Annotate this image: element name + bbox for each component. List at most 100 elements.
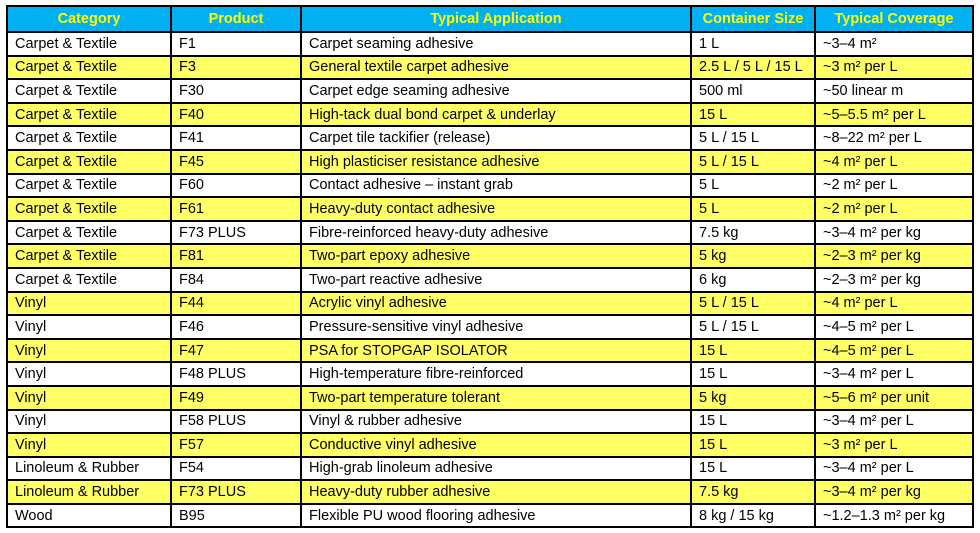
table-row: Wood B95 Flexible PU wood flooring adhesiv…: [6, 502, 974, 529]
table-body: Carpet & Textile F1 Carpet seaming adhesiv…: [6, 31, 974, 529]
table-cell: Vinyl: [6, 384, 172, 411]
table-cell: F48 PLUS: [170, 361, 302, 387]
table-cell: ~5–5.5 m² per L: [814, 101, 974, 128]
table-cell: PSA for STOPGAP ISOLATOR: [300, 337, 692, 364]
table-cell: F81: [170, 243, 302, 269]
table-row: Linoleum & Rubber F54 High-grab linoleum a…: [6, 455, 974, 482]
table-cell: F46: [170, 314, 302, 340]
table-cell: ~1.2–1.3 m² per kg: [814, 502, 974, 529]
table-cell: ~50 linear m: [814, 78, 974, 104]
table-cell: Two-part epoxy adhesive: [300, 243, 692, 269]
table-cell: 2.5 L / 5 L / 15 L: [690, 54, 816, 81]
table-cell: Two-part temperature tolerant: [300, 384, 692, 411]
table-cell: Vinyl: [6, 337, 172, 364]
table-cell: ~4–5 m² per L: [814, 314, 974, 340]
table-cell: ~3–4 m² per L: [814, 361, 974, 387]
table-cell: High-grab linoleum adhesive: [300, 455, 692, 482]
table-cell: ~3–4 m² per kg: [814, 219, 974, 246]
column-header-container-size: Container Size: [690, 5, 816, 33]
table-cell: Carpet & Textile: [6, 54, 172, 81]
table-cell: Carpet tile tackifier (release): [300, 125, 692, 151]
table-row: Vinyl F49 Two-part temperature tolerant 5 k…: [6, 384, 974, 411]
table-cell: F61: [170, 196, 302, 222]
table-cell: 5 kg: [690, 384, 816, 411]
table-cell: B95: [170, 502, 302, 529]
table-cell: 15 L: [690, 455, 816, 482]
table-cell: Carpet & Textile: [6, 78, 172, 104]
table-cell: Vinyl: [6, 408, 172, 435]
column-header-product: Product: [170, 5, 302, 33]
table-cell: ~8–22 m² per L: [814, 125, 974, 151]
column-header-category: Category: [6, 5, 172, 33]
table-row: Vinyl F44 Acrylic vinyl adhesive 5 L / 15 L…: [6, 290, 974, 317]
table-cell: Carpet & Textile: [6, 31, 172, 57]
table-row: Carpet & Textile F60 Contact adhesive – in…: [6, 172, 974, 199]
table-cell: Carpet & Textile: [6, 172, 172, 199]
table-cell: 5 L: [690, 196, 816, 222]
table-cell: Carpet & Textile: [6, 101, 172, 128]
table-row: Vinyl F58 PLUS Vinyl & rubber adhesive 15 L…: [6, 408, 974, 435]
table-cell: ~2 m² per L: [814, 196, 974, 222]
table-cell: 1 L: [690, 31, 816, 57]
table-cell: 5 L: [690, 172, 816, 199]
table-header: Category Product Typical Application Con…: [6, 5, 974, 33]
table-cell: Carpet & Textile: [6, 148, 172, 175]
table-cell: 7.5 kg: [690, 219, 816, 246]
table-cell: 5 kg: [690, 243, 816, 269]
table-cell: 8 kg / 15 kg: [690, 502, 816, 529]
column-header-typical-coverage: Typical Coverage: [814, 5, 974, 33]
table-cell: Carpet & Textile: [6, 219, 172, 246]
table-cell: ~4 m² per L: [814, 290, 974, 317]
table-row: Carpet & Textile F84 Two-part reactive adh…: [6, 266, 974, 293]
table-cell: Vinyl: [6, 361, 172, 387]
table-cell: Acrylic vinyl adhesive: [300, 290, 692, 317]
table-cell: Carpet & Textile: [6, 125, 172, 151]
table-row: Linoleum & Rubber F73 PLUS Heavy-duty rubb…: [6, 479, 974, 505]
table-cell: ~5–6 m² per unit: [814, 384, 974, 411]
table-cell: Vinyl: [6, 290, 172, 317]
table-cell: Linoleum & Rubber: [6, 455, 172, 482]
table-cell: Contact adhesive – instant grab: [300, 172, 692, 199]
table-cell: ~3 m² per L: [814, 54, 974, 81]
table-cell: F30: [170, 78, 302, 104]
table-cell: Wood: [6, 502, 172, 529]
table-row: Carpet & Textile F1 Carpet seaming adhesiv…: [6, 31, 974, 57]
table-cell: Vinyl: [6, 432, 172, 458]
table-cell: Heavy-duty contact adhesive: [300, 196, 692, 222]
table-cell: ~3 m² per L: [814, 432, 974, 458]
table-row: Carpet & Textile F61 Heavy-duty contact ad…: [6, 196, 974, 222]
table-row: Vinyl F57 Conductive vinyl adhesive 15 L ~3 …: [6, 432, 974, 458]
table-cell: 5 L / 15 L: [690, 148, 816, 175]
table-cell: F58 PLUS: [170, 408, 302, 435]
table-cell: Flexible PU wood flooring adhesive: [300, 502, 692, 529]
table-cell: ~3–4 m² per L: [814, 408, 974, 435]
table-cell: 5 L / 15 L: [690, 290, 816, 317]
table-cell: F57: [170, 432, 302, 458]
column-header-typical-application: Typical Application: [300, 5, 692, 33]
table-row: Carpet & Textile F30 Carpet edge seaming a…: [6, 78, 974, 104]
table-cell: High plasticiser resistance adhesive: [300, 148, 692, 175]
adhesive-products-table: Category Product Typical Application Con…: [6, 5, 974, 529]
table-cell: Heavy-duty rubber adhesive: [300, 479, 692, 505]
table-cell: ~3–4 m² per kg: [814, 479, 974, 505]
table-row: Carpet & Textile F41 Carpet tile tackifier…: [6, 125, 974, 151]
table-cell: Carpet & Textile: [6, 243, 172, 269]
table-cell: F44: [170, 290, 302, 317]
table-cell: F73 PLUS: [170, 479, 302, 505]
table-row: Vinyl F46 Pressure-sensitive vinyl adhesiv…: [6, 314, 974, 340]
table-cell: High-temperature fibre-reinforced: [300, 361, 692, 387]
table-cell: 15 L: [690, 337, 816, 364]
table-cell: F40: [170, 101, 302, 128]
table-row: Vinyl F48 PLUS High-temperature fibre-rein…: [6, 361, 974, 387]
table-row: Vinyl F47 PSA for STOPGAP ISOLATOR 15 L ~4–5…: [6, 337, 974, 364]
table-cell: 5 L / 15 L: [690, 314, 816, 340]
table-cell: F49: [170, 384, 302, 411]
table-cell: High-tack dual bond carpet & underlay: [300, 101, 692, 128]
table-cell: 15 L: [690, 408, 816, 435]
table-row: Carpet & Textile F73 PLUS Fibre-reinforced…: [6, 219, 974, 246]
table-cell: Carpet & Textile: [6, 266, 172, 293]
table-cell: Conductive vinyl adhesive: [300, 432, 692, 458]
table-cell: ~4–5 m² per L: [814, 337, 974, 364]
table-row: Carpet & Textile F81 Two-part epoxy adhesi…: [6, 243, 974, 269]
table-cell: F3: [170, 54, 302, 81]
